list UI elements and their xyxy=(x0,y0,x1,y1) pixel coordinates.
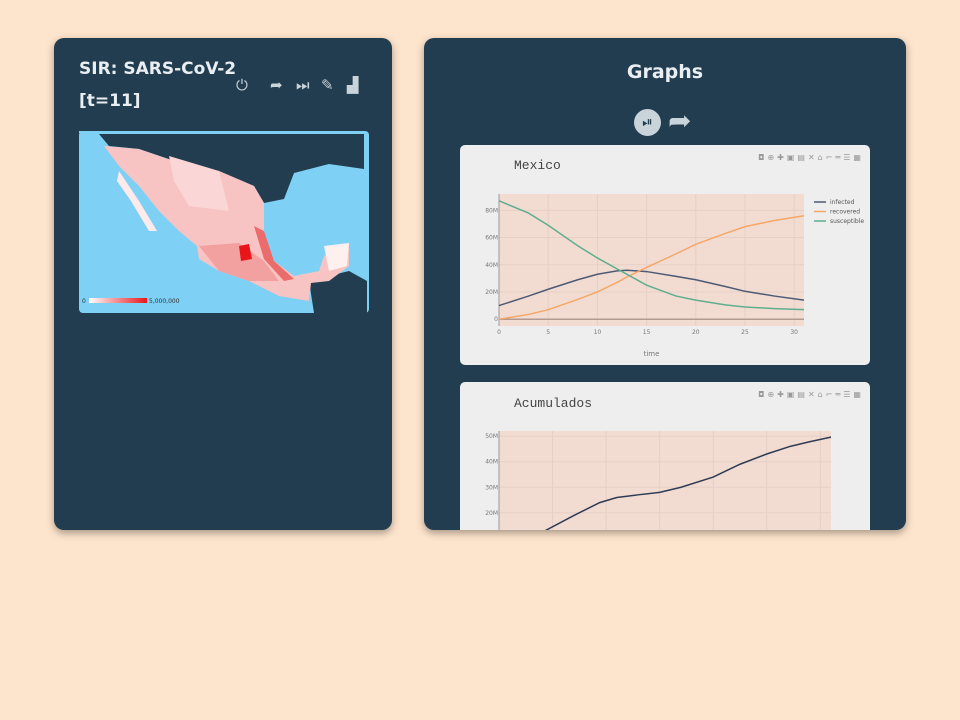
share-icon[interactable]: ➦ xyxy=(270,76,283,94)
pencil-icon[interactable]: ✎ xyxy=(321,76,334,94)
x-tick-label: 25 xyxy=(741,329,749,336)
series-line-recovered xyxy=(498,215,805,320)
state-mexico-city xyxy=(239,244,252,261)
power-icon[interactable]: ⏻ xyxy=(236,76,248,94)
y-tick-label: 50M xyxy=(485,433,498,440)
series-line-total xyxy=(544,436,832,530)
y-tick-label: 60M xyxy=(485,235,498,242)
modebar[interactable]: ◘⊕✚▣▤✕⌂⌐═☰▦ xyxy=(758,153,864,162)
usa-land xyxy=(99,134,364,203)
graphs-title: Graphs xyxy=(626,61,704,83)
plot-area xyxy=(499,431,831,530)
plot-area xyxy=(499,194,804,326)
legend-label: infected xyxy=(830,199,855,206)
simulation-card: SIR: SARS-CoV-2 [t=11] ⏻ ➦ ⏭ ✎ ▟ 0 5,000… xyxy=(54,38,392,530)
series-line-infected xyxy=(498,269,805,307)
graphs-card: Graphs ⏯ ➦ Mexico ◘⊕✚▣▤✕⌂⌐═☰▦ 0 5 10 15 20 25… xyxy=(424,38,906,530)
modebar[interactable]: ◘⊕✚▣▤✕⌂⌐═☰▦ xyxy=(758,390,864,399)
scale-max: 5,000,000 xyxy=(149,298,180,305)
play-pause-icon[interactable]: ⏯ xyxy=(634,109,661,136)
state-yucatan xyxy=(324,243,349,271)
state-region xyxy=(169,156,229,211)
mexico-map[interactable]: 0 5,000,000 xyxy=(79,131,369,313)
color-scale-bar xyxy=(89,298,147,303)
time-step: [t=11] xyxy=(79,91,141,111)
x-tick-label: 20 xyxy=(692,329,700,336)
acumulados-plot[interactable]: Acumulados ◘⊕✚▣▤✕⌂⌐═☰▦ 20M 30M 40M 50M xyxy=(460,382,870,530)
state-region xyxy=(199,243,279,281)
x-axis-title: time xyxy=(644,350,660,358)
x-tick-label: 15 xyxy=(643,329,651,336)
mexico-land xyxy=(104,146,349,301)
x-tick-label: 5 xyxy=(546,329,550,336)
x-tick-label: 10 xyxy=(594,329,602,336)
y-tick-label: 20M xyxy=(485,510,498,517)
share-icon[interactable]: ➦ xyxy=(668,104,692,137)
skip-play-icon[interactable]: ⏭ xyxy=(296,76,310,94)
x-tick-label: 30 xyxy=(790,329,798,336)
baja-california xyxy=(117,171,157,231)
y-tick-label: 20M xyxy=(485,289,498,296)
series-line-susceptible xyxy=(498,200,805,311)
y-tick-label: 40M xyxy=(485,459,498,466)
plot-title: Mexico xyxy=(514,158,561,173)
scale-min: 0 xyxy=(82,298,86,305)
y-tick-label: 30M xyxy=(485,484,498,491)
mexico-plot[interactable]: Mexico ◘⊕✚▣▤✕⌂⌐═☰▦ 0 5 10 15 20 25 30 0 20M 40M 60… xyxy=(460,145,870,365)
legend-label: susceptible xyxy=(830,218,864,225)
y-tick-label: 80M xyxy=(485,207,498,214)
x-tick-label: 0 xyxy=(497,329,501,336)
state-veracruz xyxy=(254,226,294,281)
chart-icon[interactable]: ▟ xyxy=(347,76,359,94)
y-tick-label: 40M xyxy=(485,262,498,269)
plot-title: Acumulados xyxy=(514,396,593,411)
legend-label: recovered xyxy=(830,209,860,216)
card-title: SIR: SARS-CoV-2 xyxy=(79,59,237,79)
y-tick-label: 0 xyxy=(494,316,498,323)
